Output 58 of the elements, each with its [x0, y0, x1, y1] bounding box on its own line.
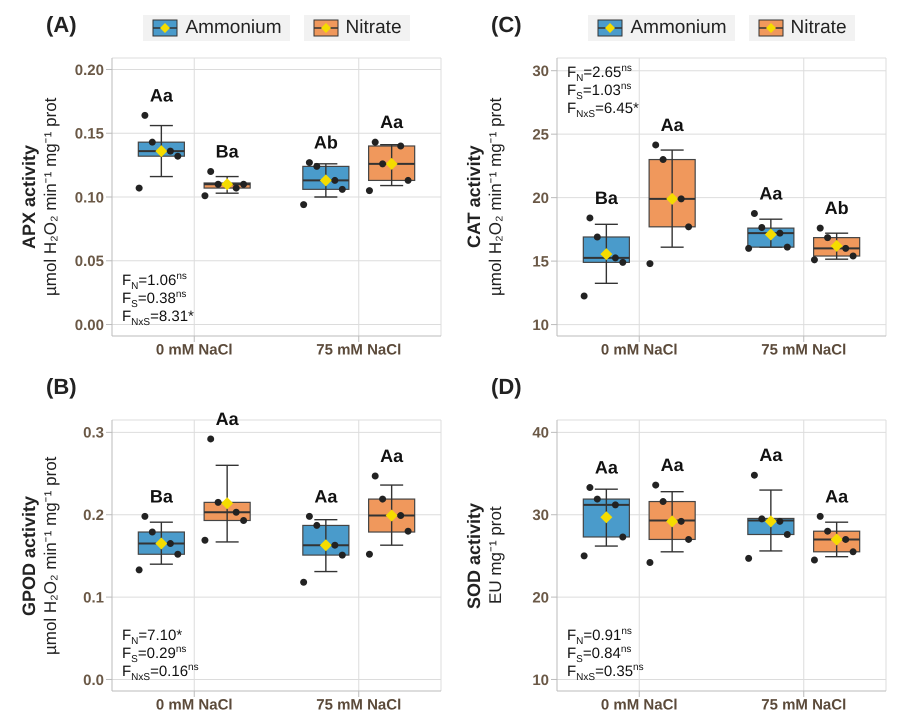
y-tick-label: 0.2 — [83, 507, 104, 524]
y-tick-label: 30 — [532, 507, 549, 524]
text: F$_{N}$=7.10* F$_{S}$=0.29$^{ns}$ F$_{NxS}$=0.16$^{ns}$ — [122, 627, 199, 683]
text: F$_{N}$=2.65$^{ns}$ F$_{S}$=1.03$^{ns}$ F$_{NxS}$=6.45* — [567, 63, 639, 120]
y-axis-title: GPOD activity µmol H₂O₂ min⁻¹ mg⁻¹ prot — [18, 455, 61, 657]
annotation: Aa — [594, 458, 619, 478]
annotation: Ab — [824, 198, 849, 218]
y-tick-label: 0.00 — [74, 316, 104, 334]
x-tick-label: 0 mM NaCl — [156, 342, 233, 359]
y-tick-label: 10 — [532, 672, 549, 689]
annotation: Ab — [314, 132, 338, 153]
annotation: Aa — [825, 486, 850, 506]
y-axis-title: CAT activity µmol H₂O₂ min⁻¹ mg⁻¹ prot — [463, 96, 506, 298]
x-tick-label: 0 mM NaCl — [600, 696, 678, 714]
chart-title: (B) — [46, 374, 77, 400]
x-tick-label: 0 mM NaCl — [600, 342, 678, 359]
annotation: Aa — [660, 455, 685, 476]
y-axis-title: APX activity µmol H₂O₂ min⁻¹ mg⁻¹ prot — [18, 96, 61, 298]
y-tick-label: 0.0 — [83, 672, 104, 689]
x-tick-label: 75 mM NaCl — [316, 342, 402, 359]
annotation: Ba — [216, 141, 240, 162]
y-tick-label: 40 — [532, 424, 549, 442]
legend-label: Ammonium — [185, 17, 282, 39]
text: F$_{N}$=0.91$^{ns}$ F$_{S}$=0.84$^{ns}$ F$_{NxS}$=0.35$^{ns}$ — [567, 626, 644, 683]
chart-title: (D) — [491, 374, 522, 400]
y-tick-label: 20 — [532, 190, 549, 207]
y-tick-label: 0.20 — [74, 62, 104, 79]
annotation: Aa — [314, 486, 338, 506]
x-tick-label: 0 mM NaCl — [156, 696, 233, 714]
y-tick-label: 25 — [532, 126, 549, 144]
y-tick-label: 0.05 — [74, 253, 104, 270]
annotation: Aa — [759, 445, 784, 466]
annotation: Aa — [759, 184, 784, 204]
x-tick-label: 75 mM NaCl — [761, 696, 846, 714]
y-tick-label: 10 — [532, 316, 549, 334]
y-axis-title: SOD activity EU mg⁻¹ prot — [463, 501, 506, 611]
annotation: Aa — [380, 446, 404, 466]
annotation: Aa — [150, 85, 174, 106]
legend-label: Nitrate — [346, 17, 402, 39]
annotation: Ba — [150, 486, 174, 506]
y-tick-label: 0.3 — [83, 424, 104, 442]
legend-label: Nitrate — [790, 17, 847, 39]
x-tick-label: 75 mM NaCl — [316, 696, 402, 714]
chart-title: (A) — [46, 12, 77, 38]
annotation: Aa — [380, 112, 404, 132]
annotation: Aa — [660, 114, 685, 135]
x-tick-label: 75 mM NaCl — [761, 342, 846, 359]
y-tick-label: 0.10 — [74, 189, 104, 206]
chart-title: (C) — [491, 12, 522, 38]
annotation: Aa — [216, 408, 240, 429]
annotation: Ba — [594, 188, 619, 208]
text: F$_{N}$=1.06$^{ns}$ F$_{S}$=0.38$^{ns}$ F$_{NxS}$=8.31* — [122, 271, 194, 328]
y-tick-label: 0.15 — [74, 126, 104, 143]
y-tick-label: 15 — [532, 253, 549, 270]
y-tick-label: 20 — [532, 589, 549, 606]
y-tick-label: 0.1 — [83, 589, 104, 606]
y-tick-label: 30 — [532, 63, 549, 80]
legend-label: Ammonium — [630, 17, 727, 39]
